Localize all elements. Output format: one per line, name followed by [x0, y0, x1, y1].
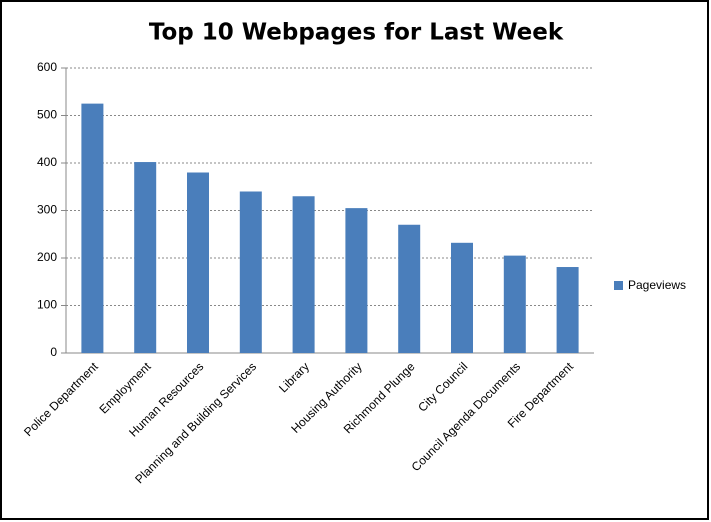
y-tick-label: 300: [37, 203, 57, 217]
bar: [134, 162, 157, 353]
y-tick-label: 600: [37, 60, 57, 74]
y-tick-label: 100: [37, 298, 57, 312]
y-tick-label: 200: [37, 250, 57, 264]
y-tick-label: 400: [37, 155, 57, 169]
bar: [503, 255, 526, 353]
bar: [187, 172, 209, 353]
bar: [556, 267, 579, 353]
bar: [451, 242, 473, 353]
bar: [239, 191, 262, 353]
y-tick-label: 0: [50, 345, 57, 359]
bar: [345, 208, 368, 353]
bar: [81, 103, 104, 353]
bar: [398, 224, 421, 353]
bar: [292, 196, 315, 353]
legend-swatch: [614, 281, 623, 290]
y-tick-label: 500: [37, 108, 57, 122]
legend-label: Pageviews: [628, 278, 686, 292]
chart-title: Top 10 Webpages for Last Week: [149, 20, 564, 46]
